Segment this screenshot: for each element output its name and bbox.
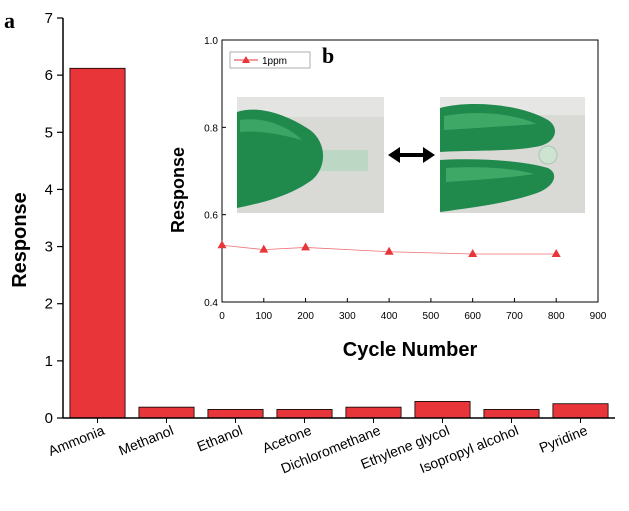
main-bar-chart: a Response 0 1 2 3 4 5 6 7 Ammonia Methanol Ethan… <box>4 8 615 476</box>
bar-ethylene-glycol <box>414 401 471 419</box>
main-y-tick-label: 0 <box>45 410 53 427</box>
double-arrow-icon <box>388 147 435 163</box>
panel-label-b: b <box>322 43 334 68</box>
inset-x-axis-title: Cycle Number <box>343 339 478 361</box>
category-label: Pyridine <box>537 422 590 456</box>
bent-film <box>538 145 558 165</box>
inset-x-tick-label: 200 <box>297 311 314 322</box>
main-y-tick-label: 2 <box>45 296 53 313</box>
main-y-tick-label: 3 <box>45 239 53 256</box>
series-point <box>301 242 311 251</box>
main-bars <box>69 67 609 419</box>
photo-bent-film <box>440 97 585 213</box>
series-point <box>259 244 269 253</box>
inset-x-tick-label: 900 <box>590 311 607 322</box>
main-category-labels: Ammonia Methanol Ethanol AcetoneDichloromet… <box>46 418 590 476</box>
series-line <box>221 244 557 255</box>
inset-x-tick-label: 0 <box>219 311 225 322</box>
inset-y-axis-title: Response <box>168 147 188 233</box>
series-point <box>217 240 227 249</box>
legend-marker <box>242 56 250 63</box>
bar-ethanol <box>207 409 264 419</box>
glove-finger <box>237 109 324 208</box>
main-y-tick-label: 1 <box>45 353 53 370</box>
series-point <box>551 248 561 257</box>
inset-ticks: 0 100 200 300 400 500 600 700 800 900 0.4 0.6 0.8 1.0 <box>204 36 607 322</box>
inset-y-tick-label: 1.0 <box>204 36 218 47</box>
inset-x-tick-label: 600 <box>464 311 481 322</box>
bar-pyridine <box>552 403 609 419</box>
series-point <box>384 246 394 255</box>
inset-x-tick-label: 800 <box>548 311 565 322</box>
bar-methanol <box>138 406 195 419</box>
main-y-ticks: 0 1 2 3 4 5 6 7 <box>45 10 63 427</box>
inset-x-tick-label: 700 <box>506 311 523 322</box>
main-y-tick-label: 7 <box>45 10 53 27</box>
inset-legend: 1ppm <box>229 51 311 69</box>
legend-label: 1ppm <box>262 56 287 67</box>
bar-acetone <box>276 409 333 419</box>
inset-x-tick-label: 400 <box>381 311 398 322</box>
inset-y-tick-label: 0.8 <box>204 123 218 134</box>
panel-label-a: a <box>4 8 15 33</box>
series-point <box>468 248 478 257</box>
inset-x-tick-label: 100 <box>255 311 272 322</box>
category-label: Methanol <box>116 422 175 458</box>
inset-line-chart: b 1ppm <box>168 36 607 361</box>
category-label: Ammonia <box>46 422 107 459</box>
inset-series-1ppm <box>217 240 561 257</box>
legend-box <box>229 51 311 69</box>
photo-flat-film <box>237 97 384 213</box>
inset-y-tick-label: 0.6 <box>204 211 218 222</box>
bar-ammonia <box>69 67 126 419</box>
main-y-axis-title: Response <box>9 192 31 288</box>
bar-dichloromethane <box>345 406 402 419</box>
inset-x-tick-label: 500 <box>423 311 440 322</box>
bar-isopropyl-alcohol <box>483 409 540 419</box>
category-label: Ethanol <box>195 422 245 455</box>
main-y-tick-label: 6 <box>45 67 53 84</box>
inset-x-tick-label: 300 <box>339 311 356 322</box>
film-strip <box>312 150 368 171</box>
main-y-tick-label: 4 <box>45 181 53 198</box>
main-y-tick-label: 5 <box>45 124 53 141</box>
inset-y-tick-label: 0.4 <box>204 298 218 309</box>
